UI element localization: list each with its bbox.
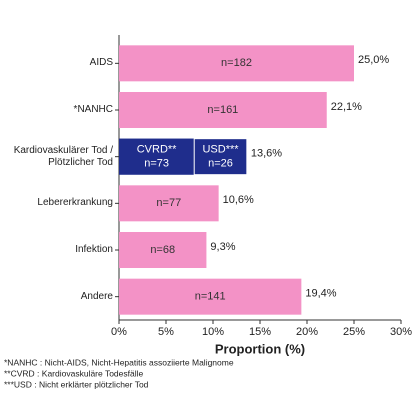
segment-text: n=73 xyxy=(144,158,169,170)
footnote: ***USD : Nicht erklärter plötzlicher Tod xyxy=(4,379,149,389)
bar-segment xyxy=(193,138,248,176)
x-axis-title: Proportion (%) xyxy=(215,341,305,356)
bar-text: n=68 xyxy=(150,244,175,256)
bar xyxy=(119,232,207,268)
bar xyxy=(119,92,327,128)
x-tick-label: 15% xyxy=(249,326,271,338)
bar-text: n=161 xyxy=(207,104,238,116)
value-label: 22,1% xyxy=(331,101,362,113)
bar xyxy=(119,278,302,315)
bar-text: n=141 xyxy=(195,291,226,303)
category-label: AIDS xyxy=(89,57,113,69)
x-tick-label: 30% xyxy=(390,326,412,338)
category-label: Kardiovaskulärer Tod / Plötzlicher Tod xyxy=(13,144,113,168)
segment-text: n=26 xyxy=(208,158,233,170)
x-tick-label: 20% xyxy=(296,326,318,338)
segment-label: CVRD** xyxy=(137,144,177,156)
footnote: *NANHC : Nicht-AIDS, Nicht-Hepatitis ass… xyxy=(4,357,234,367)
x-tick-label: 10% xyxy=(202,326,224,338)
value-label: 9,3% xyxy=(210,241,235,253)
x-tick-label: 0% xyxy=(111,326,127,338)
value-label: 25,0% xyxy=(358,54,389,66)
x-tick-label: 5% xyxy=(158,326,174,338)
bar-segment xyxy=(119,138,195,175)
value-label: 19,4% xyxy=(305,288,336,300)
footnote: **CVRD : Kardiovaskuläre Todesfälle xyxy=(4,368,143,378)
value-label: 13,6% xyxy=(251,148,282,160)
x-tick-label: 25% xyxy=(343,326,365,338)
bar-text: n=182 xyxy=(221,57,252,69)
segment-label: USD*** xyxy=(202,144,239,156)
bar xyxy=(119,185,219,222)
category-label: Infektion xyxy=(75,244,113,255)
category-label: Andere xyxy=(80,290,113,302)
bar-text: n=77 xyxy=(156,197,181,209)
bar xyxy=(119,45,354,82)
category-label: *NANHC xyxy=(73,104,113,115)
value-label: 10,6% xyxy=(223,194,254,206)
category-label: Lebererkrankung xyxy=(37,197,113,209)
